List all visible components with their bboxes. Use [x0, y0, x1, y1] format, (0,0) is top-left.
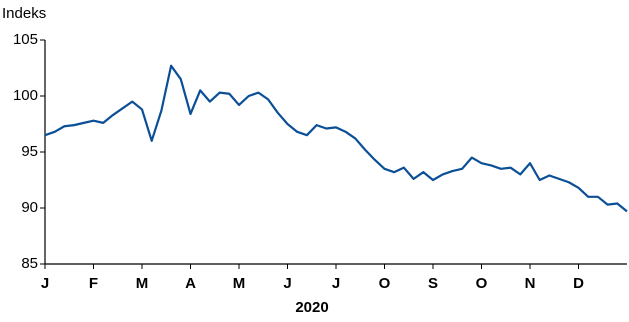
- x-tick-label: D: [573, 275, 584, 292]
- x-tick-label: A: [185, 275, 196, 292]
- x-tick-label: F: [89, 275, 98, 292]
- x-tick-label: J: [332, 275, 340, 292]
- y-tick-label: 95: [21, 143, 38, 160]
- x-tick-label: S: [428, 275, 438, 292]
- y-tick-label: 105: [13, 31, 38, 48]
- x-tick-label: O: [476, 275, 488, 292]
- x-tick-label: O: [379, 275, 391, 292]
- x-tick-label: J: [41, 275, 49, 292]
- x-axis-label: 2020: [295, 299, 328, 316]
- line-series: [44, 64, 628, 213]
- y-axis-label: Indeks: [2, 5, 46, 22]
- x-tick-label: J: [283, 275, 291, 292]
- x-tick-label: M: [233, 275, 246, 292]
- y-tick-label: 100: [13, 87, 38, 104]
- y-tick-label: 90: [21, 199, 38, 216]
- x-tick-label: N: [525, 275, 536, 292]
- y-tick-label: 85: [21, 255, 38, 272]
- x-tick-label: M: [136, 275, 149, 292]
